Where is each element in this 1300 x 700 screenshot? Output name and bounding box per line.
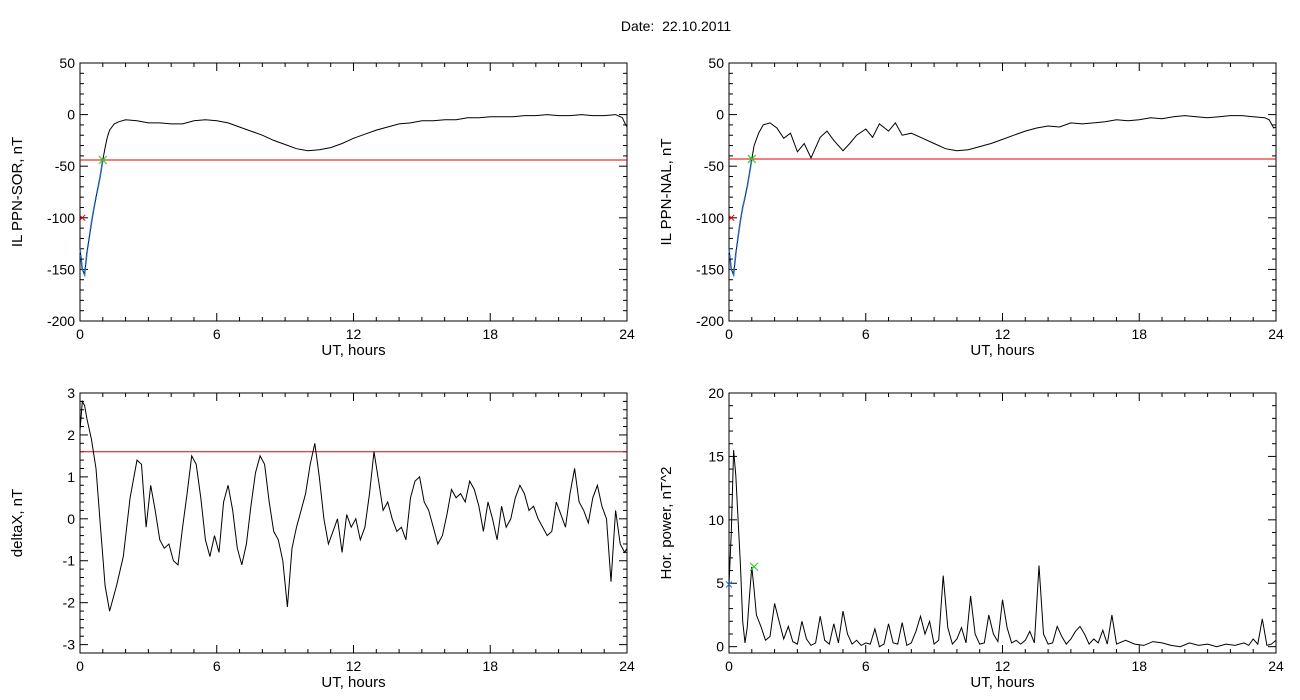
x-tick-label: 12 bbox=[346, 326, 362, 342]
highlight-segment bbox=[728, 158, 753, 278]
series-line bbox=[79, 114, 628, 277]
x-tick-label: 12 bbox=[995, 658, 1011, 674]
y-tick-label: 3 bbox=[67, 385, 75, 401]
x-tick-label: 0 bbox=[725, 658, 733, 674]
plot-ppn-sor: 0 6 12 18 24 50 0 -50 -100 -150 -200 UT, hours IL PP… bbox=[9, 55, 635, 359]
y-tick-label: -2 bbox=[63, 595, 76, 611]
x-tick-label: 24 bbox=[1268, 326, 1284, 342]
y-tick-label: -1 bbox=[63, 553, 76, 569]
x-tick-label: 24 bbox=[619, 326, 635, 342]
x-tick-label: 18 bbox=[1131, 658, 1147, 674]
y-axis-label: Hor. power, nT^2 bbox=[658, 467, 675, 580]
series-line bbox=[79, 399, 628, 612]
x-tick-label: 24 bbox=[1268, 658, 1284, 674]
y-tick-label: -100 bbox=[696, 210, 724, 226]
y-axis-label: IL PPN-SOR, nT bbox=[9, 137, 26, 247]
series-line bbox=[728, 450, 1277, 648]
y-tick-label: 0 bbox=[67, 107, 75, 123]
y-tick-label: -3 bbox=[63, 637, 76, 653]
x-tick-label: 12 bbox=[995, 326, 1011, 342]
x-tick-label: 0 bbox=[76, 658, 84, 674]
series-line bbox=[728, 115, 1277, 277]
y-tick-label: 10 bbox=[708, 512, 724, 528]
y-tick-label: 0 bbox=[67, 511, 75, 527]
y-tick-label: -50 bbox=[704, 158, 724, 174]
x-tick-label: 6 bbox=[862, 658, 870, 674]
x-tick-label: 18 bbox=[482, 658, 498, 674]
y-tick-label: 2 bbox=[67, 427, 75, 443]
x-tick-label: 6 bbox=[213, 658, 221, 674]
event-marker bbox=[747, 154, 757, 164]
x-axis-label: UT, hours bbox=[321, 674, 385, 691]
page-title: Date: 22.10.2011 bbox=[620, 18, 732, 34]
x-tick-label: 6 bbox=[213, 326, 221, 342]
x-axis-label: UT, hours bbox=[970, 674, 1034, 691]
plot-frame bbox=[728, 392, 1277, 654]
y-tick-label: 50 bbox=[59, 55, 75, 71]
y-tick-label: -50 bbox=[55, 158, 75, 174]
x-axis-label: UT, hours bbox=[321, 342, 385, 359]
event-marker bbox=[98, 155, 108, 165]
x-tick-label: 0 bbox=[725, 326, 733, 342]
y-tick-label: 20 bbox=[708, 385, 724, 401]
plot-ppn-nal: 0 6 12 18 24 50 0 -50 -100 -150 -200 UT, hours IL PP… bbox=[658, 55, 1284, 359]
start-marker bbox=[727, 214, 735, 222]
x-tick-label: 12 bbox=[346, 658, 362, 674]
x-axis-label: UT, hours bbox=[970, 342, 1034, 359]
plot-frame bbox=[728, 62, 1277, 322]
y-tick-label: 5 bbox=[716, 575, 724, 591]
y-tick-label: -200 bbox=[696, 313, 724, 329]
start-marker bbox=[78, 214, 86, 222]
x-tick-label: 6 bbox=[862, 326, 870, 342]
x-tick-label: 24 bbox=[619, 658, 635, 674]
y-tick-label: -150 bbox=[47, 261, 75, 277]
y-tick-label: 0 bbox=[716, 107, 724, 123]
y-axis-label: deltaX, nT bbox=[9, 489, 26, 557]
plot-frame bbox=[79, 62, 628, 322]
y-tick-label: -150 bbox=[696, 261, 724, 277]
y-tick-label: 0 bbox=[716, 639, 724, 655]
y-tick-label: 15 bbox=[708, 448, 724, 464]
plot-hor-power: 0 6 12 18 24 20 15 10 5 0 UT, hours Hor. power, nT^… bbox=[658, 385, 1284, 691]
y-tick-label: 1 bbox=[67, 469, 75, 485]
highlight-segment bbox=[79, 159, 104, 278]
y-axis-label: IL PPN-NAL, nT bbox=[658, 139, 675, 246]
plot-deltax: 0 6 12 18 24 3 2 1 0 -1 -2 -3 UT, hours deltaX, nT bbox=[9, 385, 635, 691]
y-tick-label: -200 bbox=[47, 313, 75, 329]
start-marker bbox=[725, 581, 733, 588]
y-tick-label: -100 bbox=[47, 210, 75, 226]
event-marker bbox=[749, 562, 759, 572]
y-tick-label: 50 bbox=[708, 55, 724, 71]
x-tick-label: 0 bbox=[76, 326, 84, 342]
x-tick-label: 18 bbox=[482, 326, 498, 342]
x-tick-label: 18 bbox=[1131, 326, 1147, 342]
